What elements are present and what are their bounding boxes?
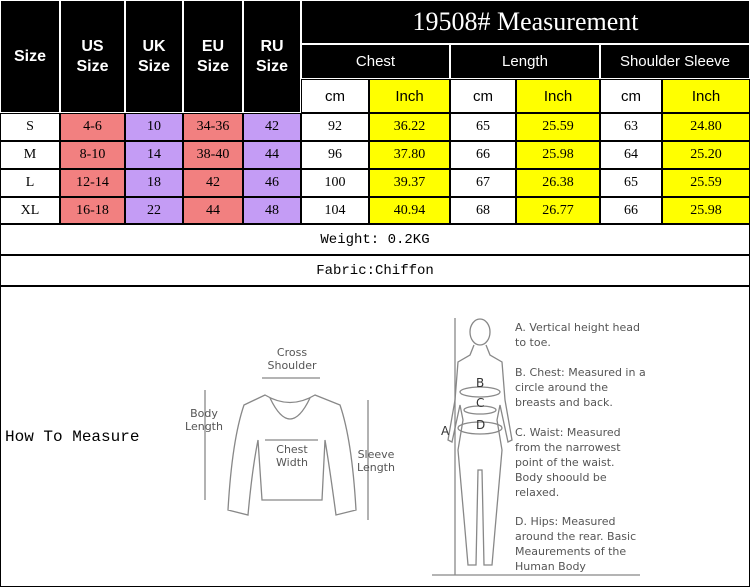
how-to-measure: How To Measure: [5, 428, 140, 446]
size-header: US Size: [60, 0, 125, 113]
waist-ring: [463, 405, 497, 415]
size-header: RU Size: [243, 0, 301, 113]
sweater-outline: [227, 394, 357, 516]
data-cell: 68: [450, 197, 516, 224]
data-cell: 25.59: [662, 169, 750, 197]
data-cell: 25.98: [662, 197, 750, 224]
unit-inch: Inch: [369, 79, 450, 113]
data-cell: 46: [243, 169, 301, 197]
sweater-neck: [269, 397, 311, 420]
data-cell: 4-6: [60, 113, 125, 141]
cross-shoulder-label: Cross Shoulder: [267, 346, 317, 372]
sleeve-length-label: Sleeve Length: [357, 448, 395, 474]
data-cell: S: [0, 113, 60, 141]
unit-cm: cm: [600, 79, 662, 113]
data-cell: M: [0, 141, 60, 169]
size-header: EU Size: [183, 0, 243, 113]
data-cell: 66: [600, 197, 662, 224]
data-cell: 34-36: [183, 113, 243, 141]
body-head: [469, 318, 491, 346]
note-c: C. Waist: Measured from the narrowest po…: [515, 426, 621, 499]
data-cell: 65: [450, 113, 516, 141]
data-cell: 96: [301, 141, 369, 169]
data-cell: 42: [243, 113, 301, 141]
data-cell: 37.80: [369, 141, 450, 169]
data-cell: 40.94: [369, 197, 450, 224]
data-cell: 100: [301, 169, 369, 197]
data-cell: XL: [0, 197, 60, 224]
group-header: Shoulder Sleeve: [600, 44, 750, 79]
unit-inch: Inch: [516, 79, 600, 113]
data-cell: 25.20: [662, 141, 750, 169]
data-cell: 64: [600, 141, 662, 169]
data-cell: 25.59: [516, 113, 600, 141]
data-cell: 18: [125, 169, 183, 197]
data-cell: 104: [301, 197, 369, 224]
data-cell: 16-18: [60, 197, 125, 224]
data-cell: 42: [183, 169, 243, 197]
data-cell: 92: [301, 113, 369, 141]
letter-b: B: [476, 376, 485, 390]
size-header: Size: [0, 0, 60, 113]
letter-a: A: [441, 424, 450, 438]
data-cell: 44: [183, 197, 243, 224]
data-cell: 24.80: [662, 113, 750, 141]
unit-inch: Inch: [662, 79, 750, 113]
data-cell: 25.98: [516, 141, 600, 169]
data-cell: 22: [125, 197, 183, 224]
note-d: D. Hips: Measured around the rear. Basic…: [515, 515, 637, 573]
data-cell: 36.22: [369, 113, 450, 141]
note-b: B. Chest: Measured in a circle around th…: [515, 366, 646, 409]
data-cell: 12-14: [60, 169, 125, 197]
data-cell: 67: [450, 169, 516, 197]
group-header: Chest: [301, 44, 450, 79]
table-title: 19508# Measurement: [301, 0, 750, 44]
chest-width-label: Chest Width: [276, 443, 308, 469]
data-cell: 26.77: [516, 197, 600, 224]
data-cell: 26.38: [516, 169, 600, 197]
data-cell: 44: [243, 141, 301, 169]
unit-cm: cm: [301, 79, 369, 113]
data-cell: 14: [125, 141, 183, 169]
group-header: Length: [450, 44, 600, 79]
body-outline: [447, 344, 513, 566]
data-cell: 63: [600, 113, 662, 141]
unit-cm: cm: [450, 79, 516, 113]
size-header: UK Size: [125, 0, 183, 113]
data-cell: 8-10: [60, 141, 125, 169]
data-cell: 38-40: [183, 141, 243, 169]
hip-ring: [457, 421, 503, 435]
note-a: A. Vertical height head to toe.: [515, 321, 641, 349]
data-cell: 10: [125, 113, 183, 141]
data-cell: 66: [450, 141, 516, 169]
data-cell: 48: [243, 197, 301, 224]
letter-d: D: [476, 418, 486, 432]
data-cell: 65: [600, 169, 662, 197]
data-cell: 39.37: [369, 169, 450, 197]
body-length-label: Body Length: [185, 407, 223, 433]
data-cell: L: [0, 169, 60, 197]
letter-c: C: [476, 396, 485, 410]
chest-ring: [459, 386, 501, 398]
